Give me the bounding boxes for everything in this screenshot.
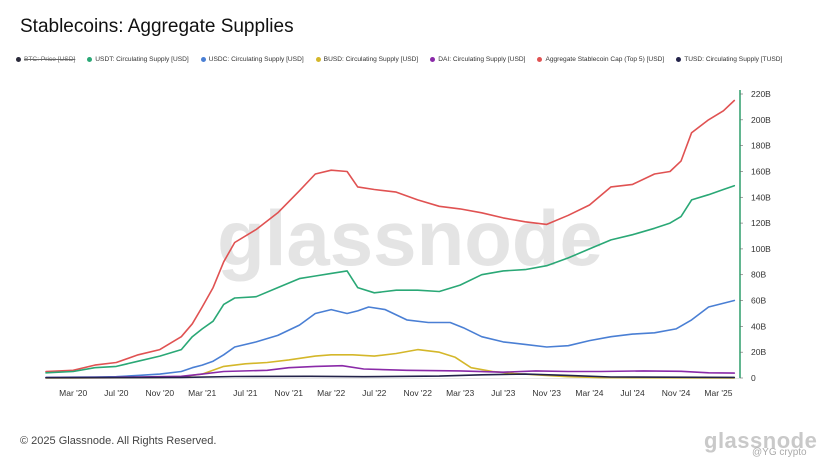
y-tick-label: 220B: [751, 89, 771, 99]
x-tick-label: Mar '23: [446, 388, 474, 398]
legend-item[interactable]: BUSD: Circulating Supply [USD]: [315, 56, 419, 63]
y-tick-label: 80B: [751, 270, 766, 280]
y-tick-label: 40B: [751, 321, 766, 331]
series-line: [45, 299, 736, 379]
y-tick-label: 180B: [751, 141, 771, 151]
watermark-text: glassnode: [217, 194, 603, 282]
y-tick-label: 60B: [751, 296, 766, 306]
series-line: [45, 99, 736, 373]
y-tick-label: 100B: [751, 244, 771, 254]
footer-handle: @YG crypto: [752, 447, 807, 458]
legend-swatch: [537, 57, 543, 62]
series-line: [45, 348, 736, 379]
legend-label: USDT: Circulating Supply [USD]: [95, 56, 189, 63]
legend-item[interactable]: DAI: Circulating Supply [USD]: [430, 56, 525, 63]
legend-swatch: [16, 57, 21, 62]
x-tick-label: Nov '24: [662, 388, 691, 398]
legend-swatch: [87, 57, 93, 62]
x-tick-label: Jul '22: [362, 388, 387, 398]
legend-label: TUSD: Circulating Supply [TUSD]: [684, 56, 783, 63]
legend-swatch: [315, 57, 321, 62]
legend-label: DAI: Circulating Supply [USD]: [438, 56, 526, 63]
x-tick-label: Nov '21: [274, 388, 303, 398]
x-tick-label: Jul '21: [233, 388, 258, 398]
x-tick-label: Jul '23: [491, 388, 516, 398]
legend-swatch: [676, 57, 682, 62]
y-tick-label: 0: [751, 373, 756, 383]
copyright-text: © 2025 Glassnode. All Rights Reserved.: [20, 435, 217, 447]
legend-item[interactable]: TUSD: Circulating Supply [TUSD]: [676, 56, 782, 63]
x-tick-label: Jul '20: [104, 388, 129, 398]
series-line: [45, 364, 736, 379]
x-tick-label: Jul '24: [620, 388, 645, 398]
legend-item[interactable]: Aggregate Stablecoin Cap (Top 5) [USD]: [537, 56, 664, 63]
chart-legend: BTC: Price [USD] USDT: Circulating Supply…: [16, 56, 816, 63]
x-tick-label: Mar '22: [317, 388, 345, 398]
x-tick-label: Mar '20: [59, 388, 87, 398]
legend-swatch: [430, 57, 436, 62]
x-tick-label: Mar '25: [704, 388, 732, 398]
series-line: [45, 184, 736, 374]
y-tick-label: 20B: [751, 347, 766, 357]
x-tick-label: Mar '24: [575, 388, 603, 398]
series-line: [45, 373, 736, 379]
footer-logo: glassnode: [704, 428, 818, 453]
y-tick-label: 200B: [751, 115, 771, 125]
chart-title: Stablecoins: Aggregate Supplies: [20, 16, 294, 37]
legend-swatch: [200, 57, 206, 62]
x-tick-label: Nov '23: [532, 388, 561, 398]
legend-label: BTC: Price [USD]: [24, 56, 76, 63]
y-tick-label: 140B: [751, 192, 771, 202]
y-tick-label: 120B: [751, 218, 771, 228]
legend-label: BUSD: Circulating Supply [USD]: [323, 56, 419, 63]
legend-item[interactable]: USDC: Circulating Supply [USD]: [200, 56, 304, 63]
x-tick-label: Mar '21: [188, 388, 216, 398]
x-tick-label: Nov '20: [146, 388, 175, 398]
x-tick-label: Nov '22: [403, 388, 432, 398]
y-tick-label: 160B: [751, 166, 771, 176]
legend-item[interactable]: USDT: Circulating Supply [USD]: [87, 56, 189, 63]
legend-label: Aggregate Stablecoin Cap (Top 5) [USD]: [545, 56, 665, 63]
legend-item[interactable]: BTC: Price [USD]: [16, 56, 75, 63]
legend-label: USDC: Circulating Supply [USD]: [208, 56, 304, 63]
